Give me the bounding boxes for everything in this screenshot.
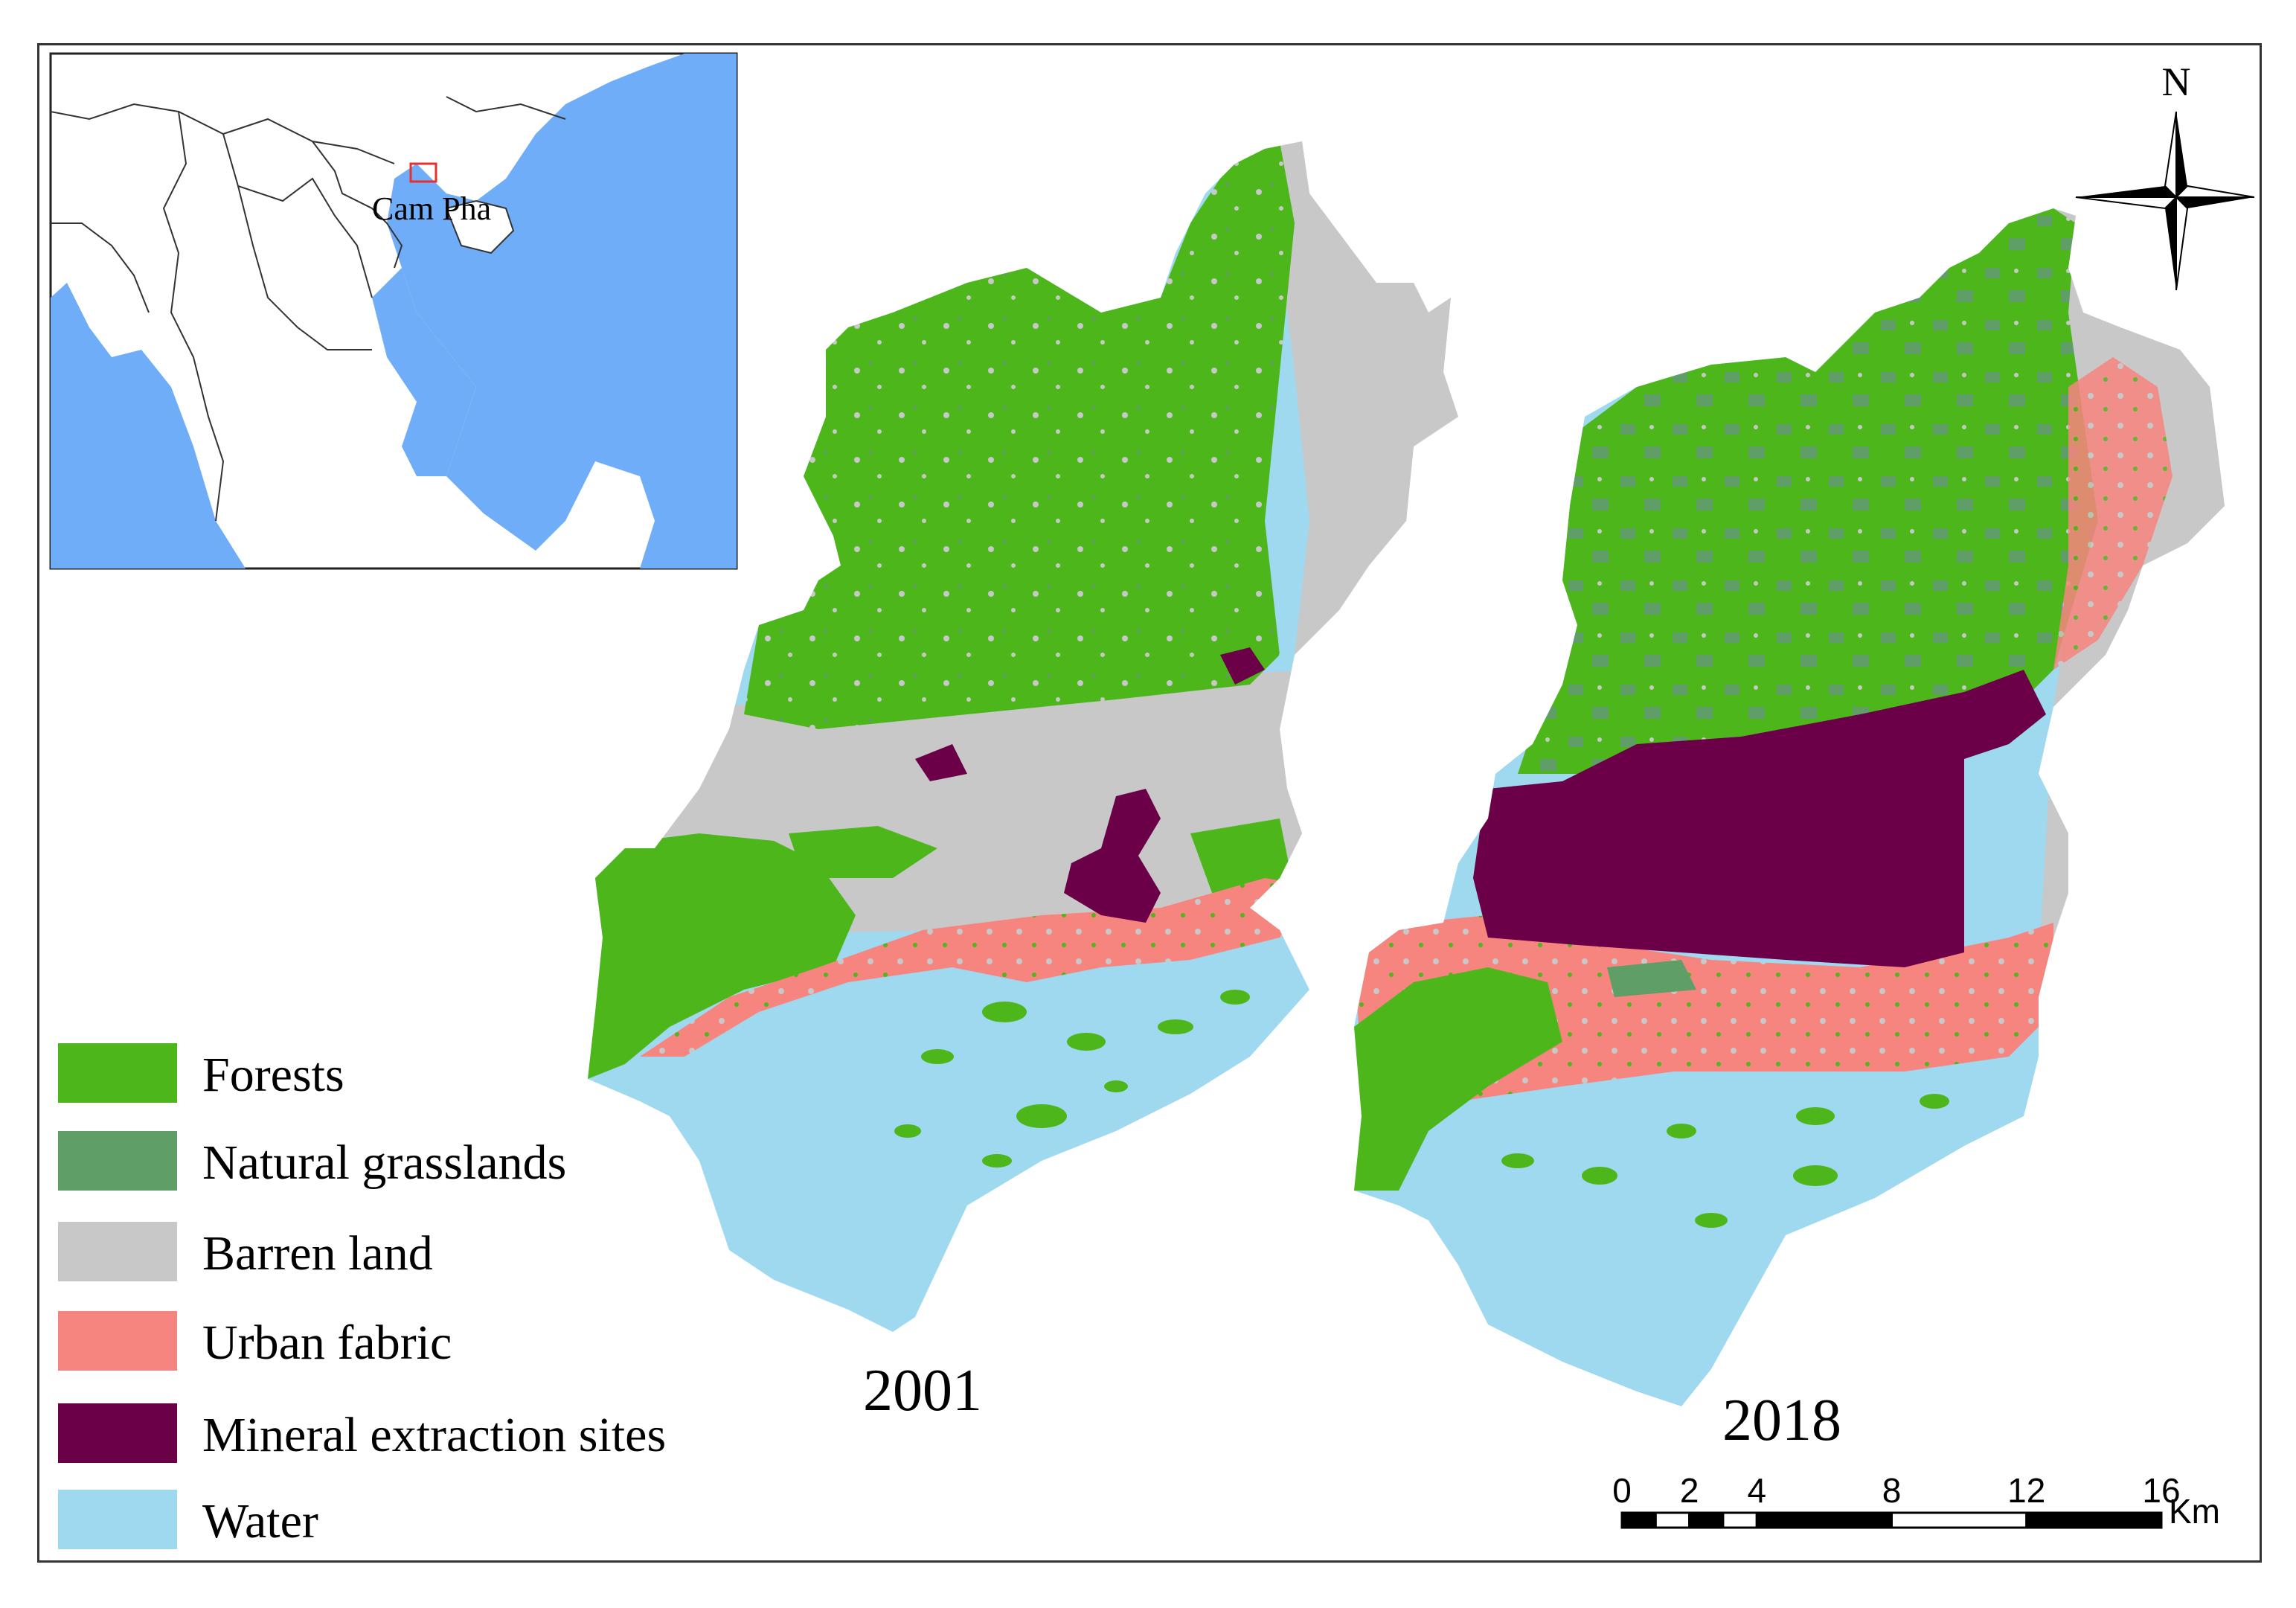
map-2018-urban-band (1354, 915, 2053, 1131)
map-2018-year-label: 2018 (1722, 1388, 1841, 1453)
legend-swatch-mineral-extraction-sites (58, 1403, 177, 1463)
inset-gulf-thailand (372, 268, 476, 476)
scale-bar-segment (1620, 1511, 1657, 1529)
map-2001-forest-patch (789, 826, 937, 878)
legend-swatch-water (58, 1490, 177, 1549)
legend-swatch-barren-land (58, 1222, 177, 1281)
scale-bar-tick-label: 8 (1882, 1471, 1902, 1510)
map-2018-grassland-patch (1607, 960, 1696, 997)
inset-sea-west (51, 283, 246, 568)
scale-bar-segment (1891, 1511, 2028, 1529)
map-2018-mineral-main (1473, 670, 2046, 967)
north-arrow-icon: N (2075, 60, 2255, 291)
inset-place-label: Cam Pha (372, 190, 491, 227)
legend-swatch-natural-grasslands (58, 1131, 177, 1191)
scale-bar-tick-label: 4 (1747, 1471, 1766, 1510)
map-2018-forest-north (1518, 208, 2098, 774)
map-2001-mineral-west (915, 744, 967, 781)
map-2001-year-label: 2001 (863, 1358, 982, 1423)
map-2001-forest-north (744, 141, 1295, 729)
inset-borders (51, 96, 566, 522)
legend-label-barren-land: Barren land (202, 1226, 433, 1281)
north-arrow-label: N (2162, 60, 2191, 104)
map-2001-urban-band (640, 878, 1309, 1057)
inset-study-area-marker (409, 162, 437, 183)
scale-bar-segment (2025, 1511, 2163, 1529)
legend-swatch-forests (58, 1043, 177, 1103)
inset-locator-map: Cam Pha (49, 52, 738, 570)
map-2018 (1354, 208, 2225, 1406)
scale-bar-tick-label: 12 (2007, 1471, 2045, 1510)
scale-bar-tick-label: 2 (1680, 1471, 1699, 1510)
legend: Forests Natural grasslands Barren land U… (58, 1043, 666, 1549)
legend-label-forests: Forests (202, 1048, 344, 1102)
legend-swatch-urban-fabric (58, 1311, 177, 1371)
map-2018-forest-southwest (1354, 967, 1562, 1191)
scale-bar-tick-label: 0 (1612, 1471, 1632, 1510)
figure-frame (37, 43, 2262, 1563)
map-2001-mineral-main (1064, 789, 1161, 923)
map-2001-islands (894, 990, 1250, 1167)
map-2018-urban-northeast (2053, 357, 2172, 670)
scale-bar-tick-label: 16 (2142, 1471, 2180, 1510)
scale-bar-segment (1688, 1511, 1725, 1529)
legend-label-water: Water (202, 1494, 318, 1548)
scale-bar: 0 2 4 8 12 16 Km (1612, 1471, 2220, 1531)
legend-label-natural-grasslands: Natural grasslands (202, 1135, 566, 1190)
map-2001-forest-southwest (588, 833, 856, 1079)
map-2001-mineral-north (1220, 647, 1265, 685)
legend-label-mineral-extraction-sites: Mineral extraction sites (202, 1408, 666, 1462)
scale-bar-segment (1654, 1511, 1691, 1529)
legend-label-urban-fabric: Urban fabric (202, 1316, 452, 1370)
scale-bar-segment (1755, 1511, 1893, 1529)
inset-hainan-island (445, 199, 515, 254)
map-2001 (588, 141, 1458, 1332)
scale-bar-segment (1722, 1511, 1758, 1529)
scale-bar-unit: Km (2169, 1492, 2220, 1531)
inset-sea-east (387, 54, 737, 568)
